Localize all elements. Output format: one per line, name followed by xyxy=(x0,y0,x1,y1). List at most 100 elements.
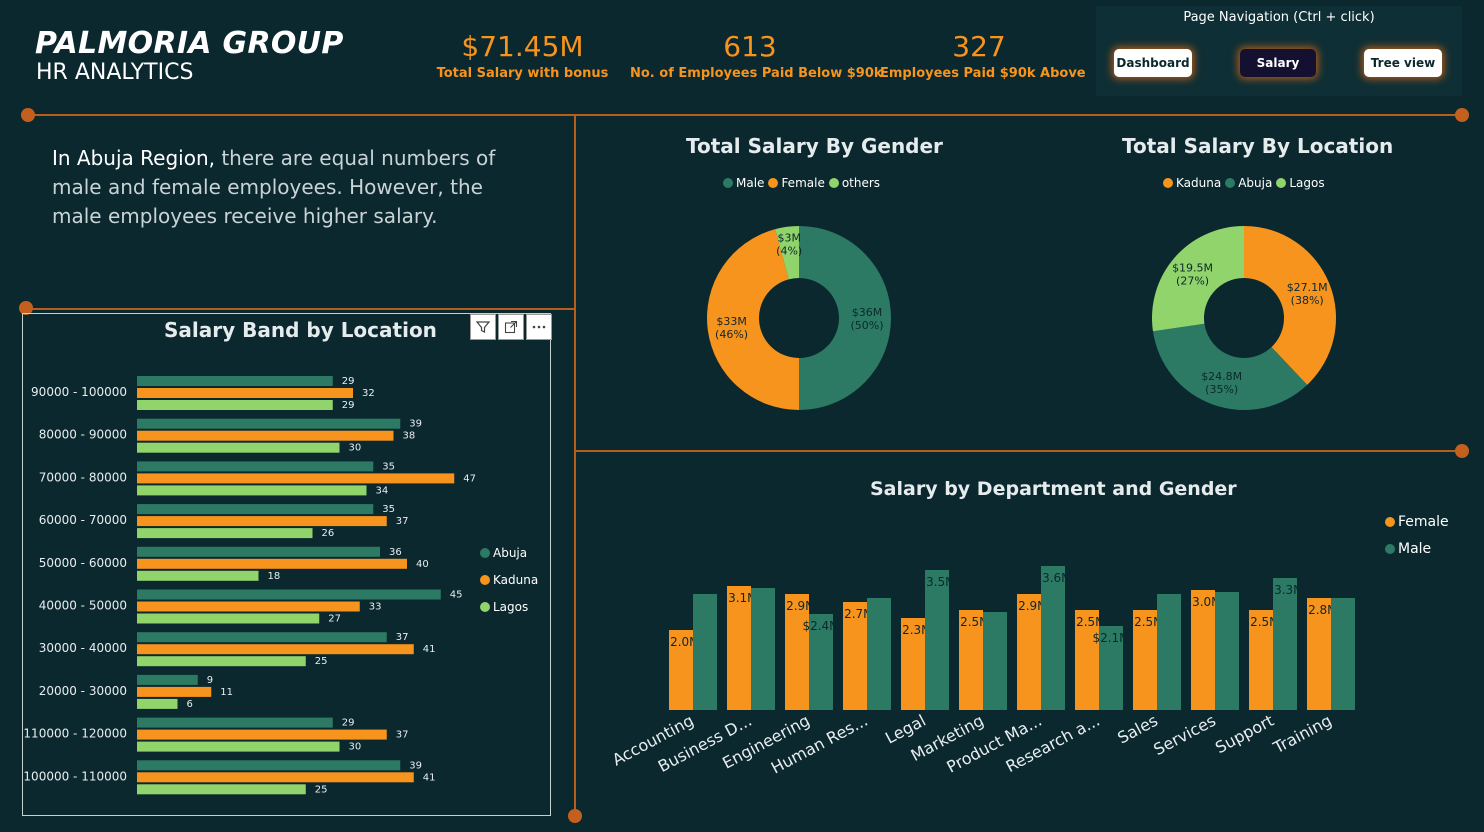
bar-abuja xyxy=(137,674,198,685)
data-label: $2.5M xyxy=(952,615,989,629)
data-label: 41 xyxy=(423,644,436,655)
data-label: 25 xyxy=(315,784,328,795)
data-label: $3.5M xyxy=(918,575,955,589)
donut-percent-label: (46%) xyxy=(715,328,748,341)
data-label: 9 xyxy=(207,675,213,686)
tree-view-nav-button[interactable]: Tree view xyxy=(1364,49,1442,77)
bar-kaduna xyxy=(137,388,353,398)
divider-top xyxy=(28,114,1462,116)
legend-label: Lagos xyxy=(493,600,529,614)
more-options-icon[interactable] xyxy=(526,314,552,340)
divider-left-mid xyxy=(26,308,575,310)
legend-swatch xyxy=(480,575,490,585)
bar-abuja xyxy=(137,461,374,472)
location-donut-title: Total Salary By Location xyxy=(1122,134,1394,158)
bar-lagos xyxy=(137,741,340,752)
donut-percent-label: (38%) xyxy=(1291,294,1324,307)
salary-band-chart-frame xyxy=(22,313,551,816)
data-label: $3.3M xyxy=(1266,583,1303,597)
bar-female xyxy=(785,594,809,710)
data-label: 37 xyxy=(396,516,409,527)
legend-label: Kaduna xyxy=(1176,176,1222,190)
data-label: 29 xyxy=(342,400,355,411)
donut-slice-kaduna xyxy=(1244,226,1336,385)
legend-label: Male xyxy=(736,176,765,190)
legend-item-others: others xyxy=(828,176,880,190)
filter-icon[interactable] xyxy=(470,314,496,340)
legend-swatch xyxy=(1385,517,1395,527)
data-label: $3.6M xyxy=(1034,571,1071,585)
kpi-value: 613 xyxy=(723,30,777,63)
insight-body: there are equal numbers of male and fema… xyxy=(52,146,496,228)
divider-dot xyxy=(19,301,33,315)
data-label: 39 xyxy=(409,419,422,430)
donut-percent-label: (35%) xyxy=(1205,383,1238,396)
y-tick-label: 60000 - 70000 xyxy=(39,513,127,527)
data-label: 36 xyxy=(389,547,402,558)
y-tick-label: 100000 - 110000 xyxy=(23,769,127,783)
page-navigation-title: Page Navigation (Ctrl + click) xyxy=(1183,10,1375,25)
data-label: $2.9M xyxy=(778,599,815,613)
data-label: 33 xyxy=(369,602,382,613)
y-tick-label: 20000 - 30000 xyxy=(39,684,127,698)
bar-lagos xyxy=(137,485,367,496)
donut-value-label: $27.1M xyxy=(1287,281,1328,294)
bar-female xyxy=(1133,610,1157,710)
legend-item-kaduna: Kaduna xyxy=(1163,176,1221,190)
donut-value-label: $24.8M xyxy=(1201,370,1242,383)
data-label: 45 xyxy=(450,590,463,601)
data-label: 32 xyxy=(362,388,375,399)
legend-item-male: Male xyxy=(1385,541,1431,557)
data-label: $3.0M xyxy=(1184,595,1221,609)
bar-lagos xyxy=(137,400,333,410)
legend-swatch xyxy=(1276,178,1287,188)
legend-swatch xyxy=(828,178,839,188)
bar-abuja xyxy=(137,418,401,429)
legend-item-lagos: Lagos xyxy=(1276,176,1325,190)
data-label: 27 xyxy=(328,614,341,625)
bar-female xyxy=(959,610,983,710)
data-label: $2.8M xyxy=(1300,603,1337,617)
legend-label: Male xyxy=(1398,541,1432,557)
bar-male xyxy=(1273,578,1297,710)
bar-female xyxy=(843,602,867,710)
donut-percent-label: (50%) xyxy=(850,319,883,332)
donut-value-label: $33M xyxy=(716,315,747,328)
salary-nav-button[interactable]: Salary xyxy=(1240,49,1316,77)
bar-lagos xyxy=(137,613,320,624)
kpi-value: $71.45M xyxy=(461,30,584,63)
data-label: $2.9M xyxy=(1010,599,1047,613)
data-label: 30 xyxy=(349,742,362,753)
kpi-below-90k: 613 No. of Employees Paid Below $90k xyxy=(630,30,883,81)
focus-mode-icon[interactable] xyxy=(498,314,524,340)
salary-band-legend: Abuja Kaduna Lagos xyxy=(480,546,542,614)
gender-donut-legend: Male Female others xyxy=(723,176,884,190)
data-label: 30 xyxy=(349,443,362,454)
legend-item-kaduna: Kaduna xyxy=(480,573,538,587)
x-tick-label: Services xyxy=(1150,711,1218,759)
x-tick-label: Support xyxy=(1212,711,1277,757)
bar-abuja xyxy=(137,760,401,771)
bar-kaduna xyxy=(137,772,414,783)
legend-swatch xyxy=(1163,178,1173,188)
donut-value-label: $3M xyxy=(777,232,801,245)
bar-female xyxy=(1191,590,1215,710)
donut-slice-others xyxy=(775,226,799,280)
data-label: 47 xyxy=(463,473,476,484)
legend-label: Female xyxy=(1398,514,1449,530)
bar-male xyxy=(1157,594,1181,710)
bar-lagos xyxy=(137,528,313,539)
y-tick-label: 40000 - 50000 xyxy=(39,599,127,613)
legend-swatch xyxy=(480,548,490,558)
bar-abuja xyxy=(137,632,387,643)
divider-dot xyxy=(568,809,582,823)
legend-item-female: Female xyxy=(1385,514,1449,530)
dashboard-nav-button[interactable]: Dashboard xyxy=(1114,49,1192,77)
y-tick-label: 110000 - 120000 xyxy=(23,727,127,741)
divider-vertical xyxy=(574,114,576,816)
gender-donut-title: Total Salary By Gender xyxy=(686,134,943,158)
company-title: PALMORIA GROUP xyxy=(35,26,344,61)
page-navigation: Page Navigation (Ctrl + click) Dashboard… xyxy=(1096,6,1462,96)
